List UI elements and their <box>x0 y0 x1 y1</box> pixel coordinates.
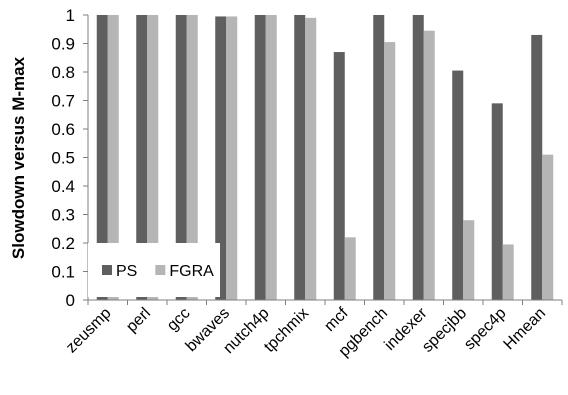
bar-fgra-hmean <box>542 154 554 300</box>
bar-fgra-perl <box>147 15 159 300</box>
y-axis-label: Slowdown versus M-max <box>9 56 28 259</box>
bar-ps-spec4p <box>491 103 503 300</box>
y-tick-label: 0.4 <box>51 177 75 196</box>
bar-fgra-indexer <box>423 30 435 301</box>
y-tick-label: 0.7 <box>51 92 75 111</box>
bar-ps-nutch4p <box>254 15 266 300</box>
bars-group <box>96 15 554 301</box>
y-tick-label: 0.8 <box>51 63 75 82</box>
y-tick-label: 0.6 <box>51 120 75 139</box>
bar-fgra-bwaves <box>226 16 238 301</box>
bar-ps-mcf <box>333 52 345 300</box>
x-tick-label: gcc <box>164 305 194 335</box>
y-tick-label: 0.2 <box>51 234 75 253</box>
bar-fgra-tpchmix <box>305 17 317 300</box>
bar-fgra-spec4p <box>502 244 514 300</box>
x-tick-label: mcf <box>321 304 352 335</box>
bar-fgra-gcc <box>186 15 198 300</box>
x-tick-label: spec4p <box>461 305 510 354</box>
bar-ps-gcc <box>175 15 187 300</box>
legend-label-fgra: FGRA <box>169 263 214 280</box>
bar-fgra-specjbb <box>463 220 475 300</box>
x-tick-label: Hmean <box>501 305 549 353</box>
legend-swatch-fgra <box>155 265 166 275</box>
legend: PS FGRA <box>88 243 220 297</box>
y-tick-label: 0.5 <box>51 149 75 168</box>
y-tick-label: 0.3 <box>51 206 75 225</box>
bar-ps-hmean <box>531 34 543 300</box>
x-tick-label: tpchmix <box>261 305 312 356</box>
x-tick-label: zeusmp <box>63 305 115 357</box>
bar-ps-indexer <box>412 15 424 300</box>
x-tick-label: specjbb <box>419 305 470 356</box>
bar-fgra-zeusmp <box>107 15 119 300</box>
y-tick-label: 1 <box>66 6 75 25</box>
bar-ps-zeusmp <box>96 15 108 300</box>
bar-ps-specjbb <box>452 70 464 300</box>
y-tick-label: 0.9 <box>51 35 75 54</box>
bar-ps-bwaves <box>215 16 227 301</box>
legend-label-ps: PS <box>116 263 137 280</box>
x-tick-label: perl <box>123 305 154 336</box>
bar-fgra-pgbench <box>384 42 396 300</box>
bar-fgra-nutch4p <box>265 15 277 300</box>
bar-fgra-mcf <box>344 237 356 300</box>
y-tick-label: 0 <box>66 291 75 310</box>
bar-ps-perl <box>136 15 148 300</box>
bar-ps-tpchmix <box>294 15 306 300</box>
bar-ps-pgbench <box>373 15 385 300</box>
y-tick-label: 0.1 <box>51 263 75 282</box>
legend-swatch-ps <box>102 265 112 275</box>
